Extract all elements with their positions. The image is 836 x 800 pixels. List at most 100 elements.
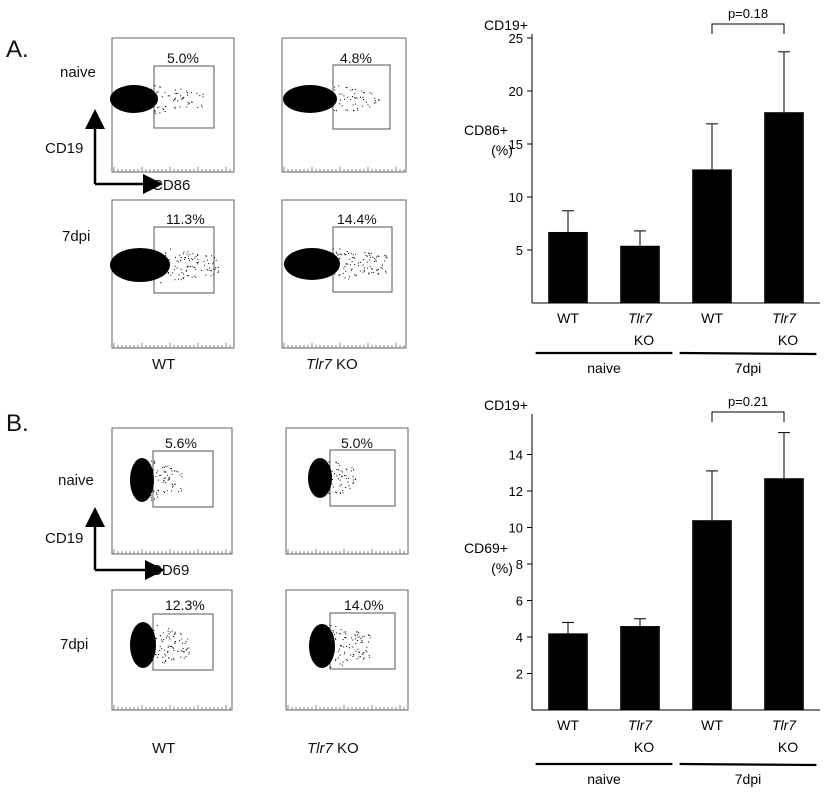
event-dot bbox=[152, 638, 153, 640]
event-dot bbox=[185, 269, 187, 271]
gate-b-7dpi-ko bbox=[329, 612, 396, 670]
category-label: Tlr7 bbox=[772, 310, 797, 326]
event-dot bbox=[186, 266, 188, 268]
event-dot bbox=[350, 470, 352, 472]
event-dot bbox=[173, 634, 175, 635]
event-dot bbox=[156, 472, 158, 474]
event-dot bbox=[157, 470, 159, 472]
event-dot bbox=[151, 644, 153, 646]
event-dot bbox=[334, 86, 336, 88]
event-dot bbox=[331, 470, 333, 472]
event-dot bbox=[378, 99, 379, 101]
event-dot bbox=[165, 106, 167, 108]
event-dot bbox=[177, 651, 179, 652]
y-axis-label: (%) bbox=[491, 142, 513, 158]
event-dot bbox=[213, 261, 215, 263]
event-dot bbox=[186, 106, 188, 108]
event-dot bbox=[167, 474, 169, 476]
event-dot bbox=[337, 266, 339, 268]
column-label-wt-b: WT bbox=[152, 740, 176, 757]
event-dot bbox=[162, 661, 163, 663]
event-dot bbox=[376, 270, 378, 272]
event-dot bbox=[177, 93, 179, 94]
event-dot bbox=[168, 478, 170, 480]
event-dot bbox=[169, 646, 171, 648]
event-dot bbox=[177, 471, 179, 473]
event-dot bbox=[345, 475, 347, 477]
event-dot bbox=[152, 96, 154, 98]
event-dot bbox=[339, 464, 341, 466]
category-label: WT bbox=[557, 310, 579, 326]
event-dot bbox=[333, 266, 335, 268]
event-dot bbox=[354, 478, 356, 480]
event-dot bbox=[152, 469, 154, 471]
event-dot bbox=[371, 93, 373, 95]
event-dot bbox=[346, 646, 348, 647]
event-dot bbox=[181, 476, 183, 478]
event-dot bbox=[206, 259, 208, 261]
event-dot bbox=[352, 476, 354, 478]
bar bbox=[620, 245, 660, 303]
event-dot bbox=[172, 485, 174, 487]
event-dot bbox=[342, 661, 344, 663]
event-dot bbox=[363, 635, 365, 637]
event-dot bbox=[186, 253, 188, 255]
event-dot bbox=[347, 481, 349, 483]
event-dot bbox=[150, 633, 152, 635]
event-dot bbox=[348, 644, 350, 645]
event-dot bbox=[335, 251, 337, 253]
event-dot bbox=[176, 267, 178, 269]
event-dot bbox=[152, 491, 154, 493]
event-dot bbox=[150, 497, 152, 499]
event-dot bbox=[334, 89, 336, 91]
event-dot bbox=[210, 275, 212, 277]
event-dot bbox=[208, 263, 210, 265]
event-dot bbox=[160, 264, 161, 266]
event-dot bbox=[158, 654, 160, 655]
event-dot bbox=[335, 659, 337, 660]
event-dot bbox=[174, 92, 176, 94]
event-dot bbox=[348, 485, 350, 487]
event-dot bbox=[163, 471, 165, 473]
event-dot bbox=[337, 462, 339, 464]
event-dot bbox=[385, 272, 387, 274]
event-dot bbox=[163, 109, 165, 111]
event-dot bbox=[330, 667, 332, 668]
event-dot bbox=[196, 92, 198, 94]
event-dot bbox=[380, 267, 382, 269]
event-dot bbox=[183, 651, 185, 653]
event-dot bbox=[365, 255, 367, 256]
event-dot bbox=[369, 656, 371, 658]
gate-pct-a-naive-ko: 4.8% bbox=[340, 50, 372, 66]
event-dot bbox=[148, 465, 150, 467]
event-dot bbox=[368, 252, 369, 254]
event-dot bbox=[162, 640, 164, 642]
event-dot bbox=[341, 254, 343, 256]
event-dot bbox=[174, 631, 176, 633]
gate-pct-b-naive-wt: 5.6% bbox=[165, 435, 197, 451]
group-label: 7dpi bbox=[735, 360, 761, 376]
event-dot bbox=[154, 109, 156, 111]
event-dot bbox=[182, 253, 184, 255]
event-dot bbox=[357, 107, 358, 109]
event-dot bbox=[333, 649, 335, 651]
event-dot bbox=[191, 101, 193, 103]
event-dot bbox=[344, 651, 346, 653]
event-dot bbox=[154, 85, 156, 87]
event-dot bbox=[365, 650, 367, 652]
event-dot bbox=[339, 663, 341, 665]
event-dot bbox=[180, 257, 182, 258]
event-dot bbox=[340, 99, 341, 101]
event-dot bbox=[164, 492, 165, 494]
event-dot bbox=[166, 490, 168, 492]
event-dot bbox=[184, 257, 186, 259]
event-dot bbox=[337, 263, 339, 265]
event-dot bbox=[378, 99, 380, 101]
event-dot bbox=[341, 476, 343, 478]
event-dot bbox=[333, 253, 334, 255]
event-dot bbox=[172, 272, 174, 274]
event-dot bbox=[153, 460, 155, 462]
event-dot bbox=[172, 647, 174, 649]
event-dot bbox=[165, 660, 167, 662]
event-dot bbox=[362, 653, 364, 655]
